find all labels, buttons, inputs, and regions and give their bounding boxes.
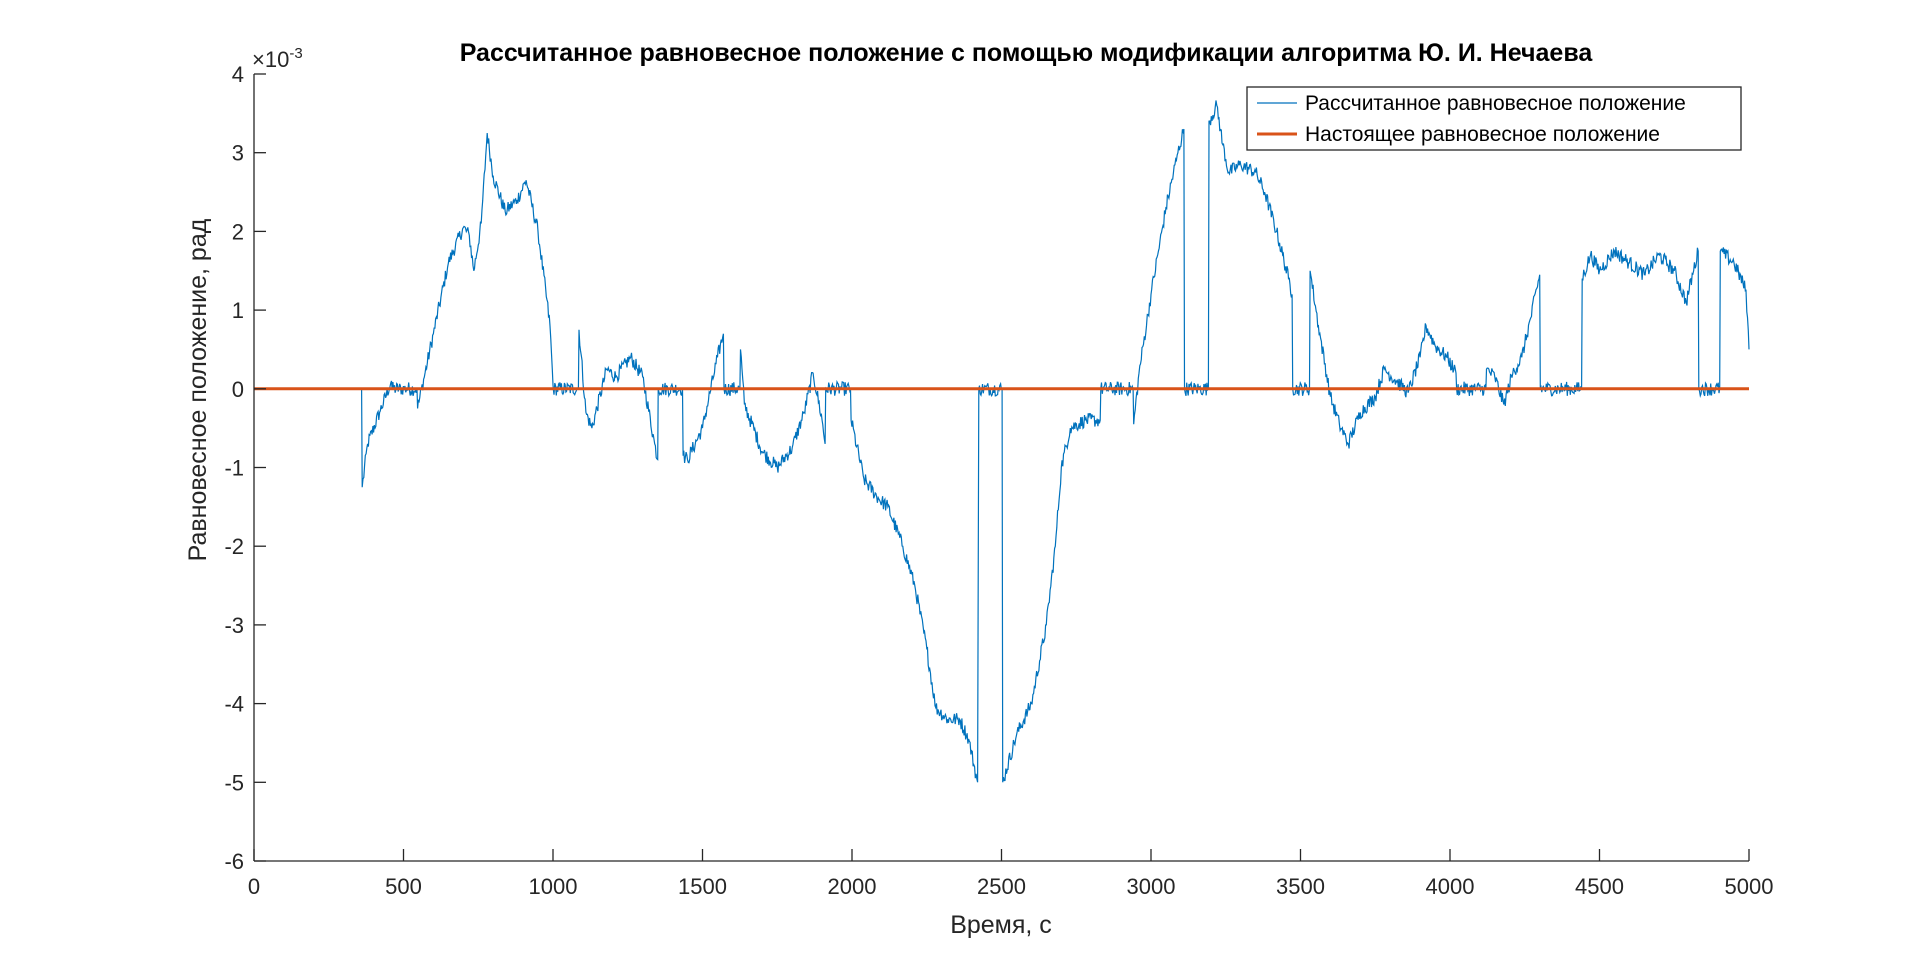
y-tick-label: -4 [224,692,244,717]
x-tick-label: 4500 [1575,874,1624,899]
legend: Рассчитанное равновесное положение Насто… [1246,86,1742,151]
y-tick-label: 3 [232,141,244,166]
y-tick-label: 4 [232,62,244,87]
y-ticks: -6 -5 -4 -3 -2 -1 0 1 2 3 4 [224,62,266,874]
legend-label-true: Настоящее равновесное положение [1305,123,1660,146]
x-axis-label: Время, с [950,911,1052,939]
y-tick-label: 2 [232,219,244,244]
y-tick-label: 1 [232,298,244,323]
x-tick-label: 2500 [977,874,1026,899]
x-tick-label: 3000 [1127,874,1176,899]
x-tick-label: 500 [385,874,422,899]
legend-label-estimated: Рассчитанное равновесное положение [1305,92,1686,115]
y-tick-label: -6 [224,849,244,874]
y-exponent-label: ×10-3 [252,45,303,72]
x-tick-label: 2000 [828,874,877,899]
y-tick-label: -5 [224,770,244,795]
x-tick-label: 3500 [1276,874,1325,899]
series-estimated-line [361,100,1750,783]
y-tick-label: -2 [224,534,244,559]
chart-title: Рассчитанное равновесное положение с пом… [460,39,1594,67]
legend-box [1246,86,1742,151]
x-tick-label: 0 [248,874,260,899]
x-tick-label: 4000 [1426,874,1475,899]
x-ticks: 0 500 1000 1500 2000 2500 3000 3500 4000 4500 5000 [248,849,1774,899]
plot-area: 0 500 1000 1500 2000 2500 3000 3500 4000 4500 5000… [224,62,1773,899]
y-exponent-power: -3 [289,45,302,62]
x-tick-label: 5000 [1725,874,1774,899]
y-tick-label: -1 [224,456,244,481]
y-tick-label: 0 [232,377,244,402]
y-exponent-base: ×10 [252,47,289,72]
x-tick-label: 1000 [529,874,578,899]
y-tick-label: -3 [224,613,244,638]
axes-box [254,74,1749,861]
x-tick-label: 1500 [678,874,727,899]
y-axis-label: Равновесное положение, рад [184,218,212,561]
